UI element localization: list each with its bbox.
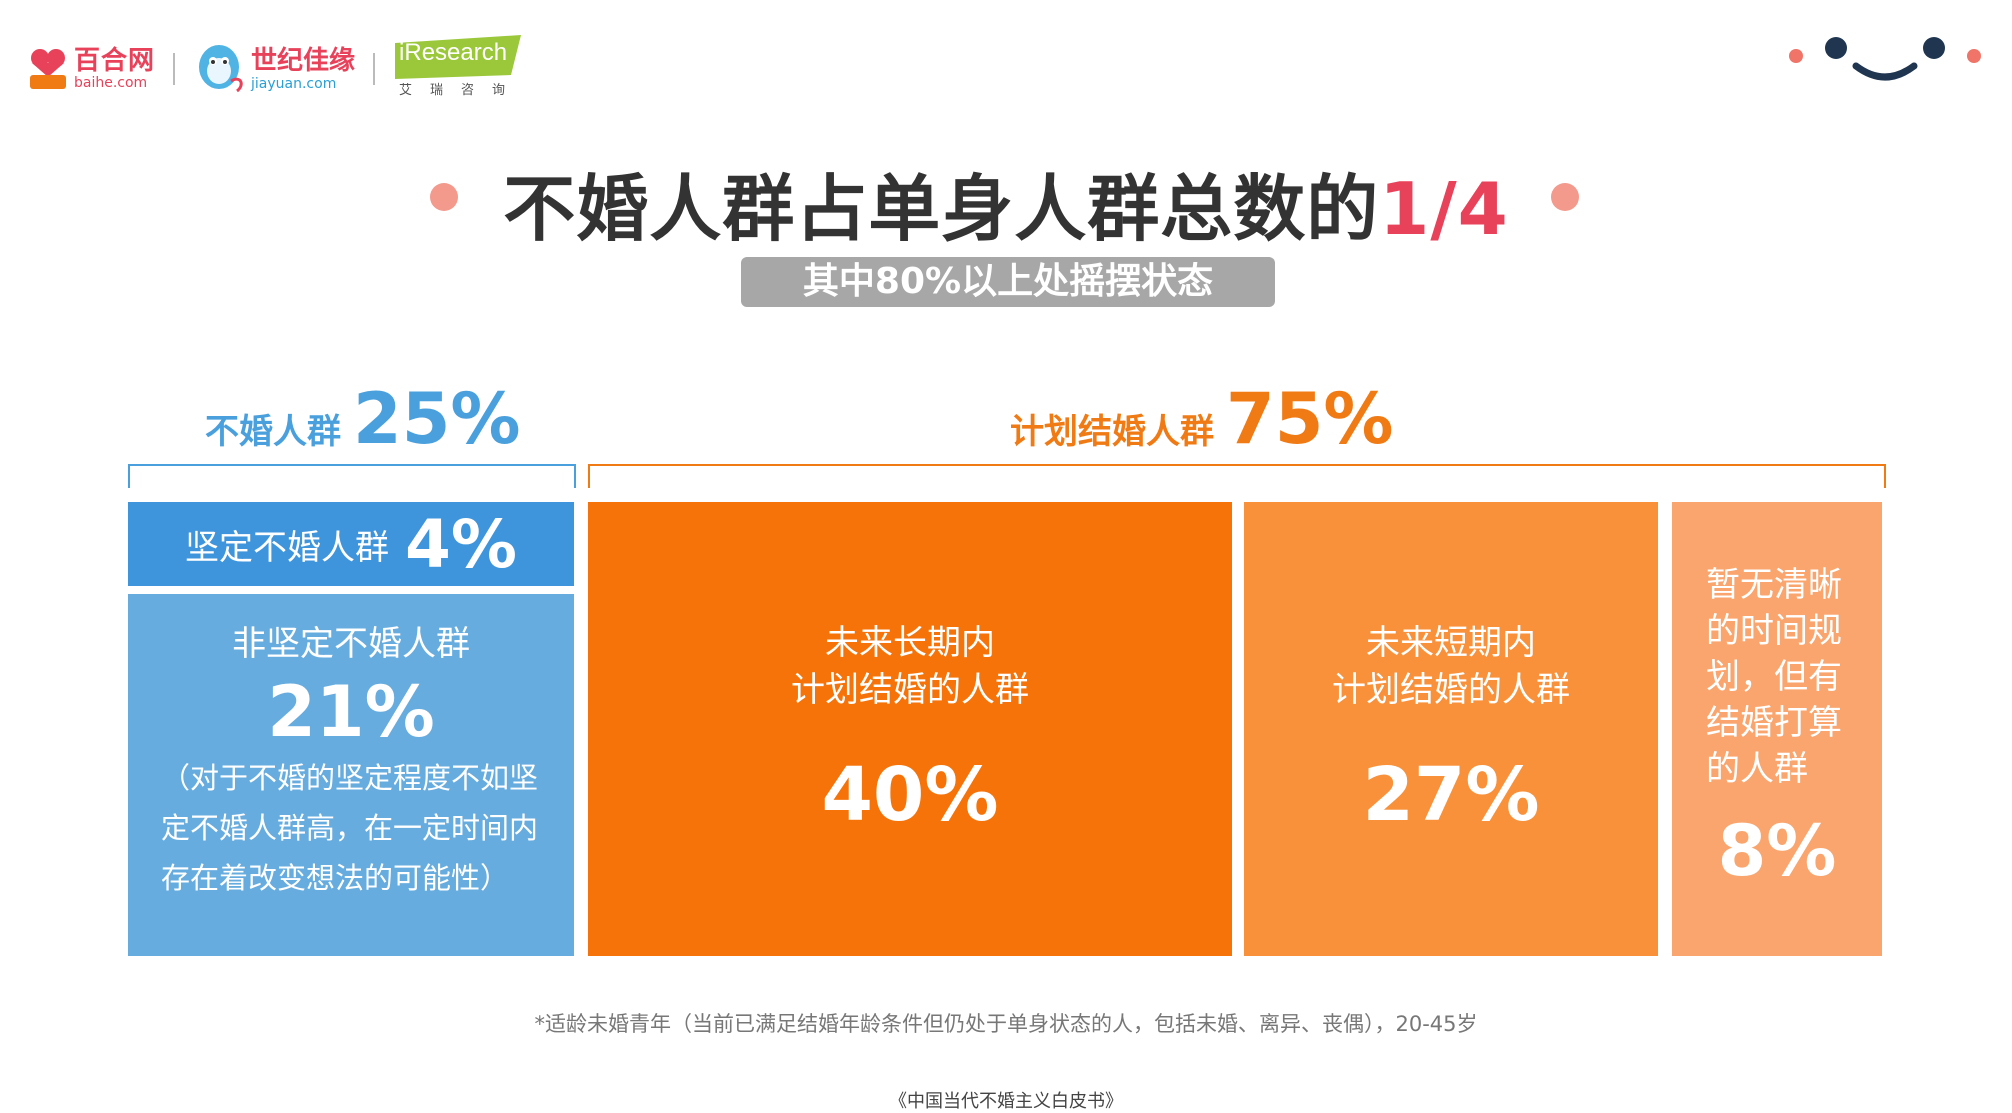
segment-long-term-plan: 未来长期内 计划结婚的人群 40% (588, 502, 1232, 956)
group-heading-unmarried: 不婚人群 25% (205, 378, 521, 460)
title-left-dot (430, 183, 458, 211)
source-citation: 《中国当代不婚主义白皮书》 (889, 1091, 1123, 1112)
segment-percent: 27% (1362, 752, 1540, 838)
segment-percent: 8% (1717, 810, 1837, 892)
baihe-name: 百合网 (74, 46, 156, 76)
group-label: 不婚人群 (205, 412, 341, 452)
smiley-face-icon (1789, 37, 1981, 81)
jiayuan-domain: jiayuan.com (251, 75, 337, 92)
divider (373, 53, 376, 85)
jiayuan-mascot-icon (193, 41, 249, 97)
segment-label: 暂无清晰的时间规划，但有结婚打算的人群 (1706, 565, 1842, 789)
page-title: 不婚人群占单身人群总数的1/4 (0, 150, 2012, 255)
iresearch-cn-name: 艾瑞咨询 (399, 83, 524, 98)
group-percent: 25% (353, 378, 521, 460)
jiayuan-logo: 世纪佳缘 jiayuan.com (193, 41, 355, 97)
baihe-domain: baihe.com (74, 75, 148, 91)
title-highlight: 1/4 (1379, 167, 1509, 251)
title-main: 不婚人群占单身人群总数的 (503, 167, 1380, 251)
baihe-logo: 百合网 baihe.com (28, 47, 155, 91)
title-right-dot (1551, 183, 1579, 211)
jiayuan-name: 世纪佳缘 (251, 45, 356, 76)
group-heading-plan-marry: 计划结婚人群 75% (1010, 378, 1394, 460)
segment-label-line2: 计划结婚的人群 (791, 670, 1029, 710)
segment-percent: 21% (267, 671, 435, 753)
segment-label: 非坚定不婚人群 (232, 624, 470, 664)
segment-label-line1: 未来短期内 (1366, 623, 1536, 663)
segment-label-line1: 未来长期内 (825, 623, 995, 663)
segment-percent: 40% (821, 752, 999, 838)
segment-label-line2: 计划结婚的人群 (1332, 670, 1570, 710)
iresearch-logo: iResearch 艾瑞咨询 (393, 35, 533, 103)
baihe-heart-icon (28, 47, 68, 91)
footnote: *适龄未婚青年（当前已满足结婚年龄条件但仍处于单身状态的人，包括未婚、离异、丧偶… (534, 1012, 1478, 1036)
iresearch-badge-icon (395, 35, 522, 79)
subtitle-badge: 其中80%以上处摇摆状态 (741, 257, 1275, 307)
group-label: 计划结婚人群 (1010, 412, 1214, 452)
segment-short-term-plan: 未来短期内 计划结婚的人群 27% (1244, 502, 1658, 956)
group-percent: 75% (1226, 378, 1394, 460)
segment-non-firm-unmarried: 非坚定不婚人群 21% （对于不婚的坚定程度不如坚定不婚人群高，在一定时间内存在… (128, 594, 574, 956)
iresearch-name: iResearch (399, 39, 508, 66)
logo-bar: 百合网 baihe.com 世纪佳缘 jiayuan.com iResearch… (28, 34, 533, 104)
group-bracket-plan-marry (588, 464, 1886, 488)
segment-percent: 4% (404, 505, 518, 583)
segment-note: （对于不婚的坚定程度不如坚定不婚人群高，在一定时间内存在着改变想法的可能性） (161, 761, 539, 895)
segment-label: 坚定不婚人群 (184, 527, 389, 568)
segment-firm-unmarried: 坚定不婚人群 4% (128, 502, 574, 586)
divider (173, 53, 176, 85)
group-bracket-unmarried (128, 464, 576, 488)
segment-no-clear-plan: 暂无清晰的时间规划，但有结婚打算的人群 8% (1672, 502, 1882, 956)
